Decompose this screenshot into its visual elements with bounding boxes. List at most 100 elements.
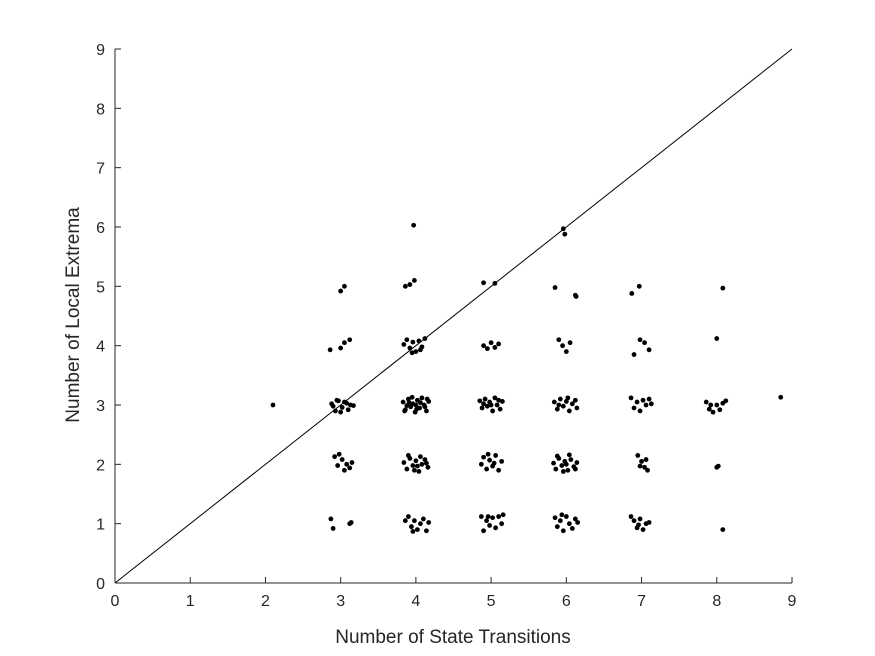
data-point <box>424 408 429 414</box>
data-point <box>424 396 430 402</box>
data-point <box>560 528 566 534</box>
data-point <box>566 452 572 458</box>
data-point <box>485 514 491 519</box>
data-point <box>418 454 423 460</box>
data-point <box>560 226 566 232</box>
data-point <box>404 337 410 343</box>
data-point <box>477 398 483 404</box>
y-tick-label: 5 <box>96 279 105 296</box>
data-point <box>500 512 506 518</box>
data-point <box>330 526 336 531</box>
data-point <box>402 408 408 414</box>
data-point <box>490 408 496 414</box>
data-point <box>405 396 411 402</box>
data-point <box>407 282 413 287</box>
data-point <box>401 460 407 465</box>
data-point <box>339 457 345 462</box>
data-point <box>703 399 709 405</box>
data-point <box>493 525 499 531</box>
data-point <box>639 458 644 464</box>
data-point <box>344 400 350 406</box>
data-point <box>404 466 410 472</box>
data-point <box>575 520 581 525</box>
y-axis-title: Number of Local Extrema <box>63 207 84 423</box>
data-point <box>710 409 716 415</box>
data-point <box>484 403 490 409</box>
data-point <box>347 465 353 471</box>
x-axis-title: Number of State Transitions <box>335 627 571 648</box>
data-point <box>567 340 573 346</box>
data-point <box>565 395 571 401</box>
data-point <box>342 340 347 346</box>
data-point <box>484 346 490 352</box>
data-point <box>481 528 486 534</box>
data-point <box>574 405 580 411</box>
x-tick-label: 2 <box>261 593 270 610</box>
data-point <box>411 518 417 524</box>
data-point <box>332 454 338 460</box>
data-point <box>349 460 355 465</box>
data-point <box>402 283 408 289</box>
data-point <box>637 463 643 469</box>
data-point <box>401 342 407 347</box>
data-point <box>551 460 556 466</box>
data-point <box>631 352 637 357</box>
data-point <box>556 402 562 408</box>
data-point <box>568 457 574 462</box>
data-point <box>552 285 558 290</box>
data-point <box>339 404 345 410</box>
data-point <box>488 340 494 346</box>
data-point <box>554 524 560 530</box>
data-point <box>347 337 353 343</box>
data-point <box>563 514 569 519</box>
data-point <box>715 463 721 469</box>
data-point <box>640 527 646 532</box>
data-point <box>717 407 723 413</box>
data-point <box>338 409 344 415</box>
data-point <box>643 402 649 408</box>
data-point <box>410 528 416 534</box>
data-point <box>409 350 415 356</box>
data-point <box>491 460 497 466</box>
data-point <box>344 461 350 467</box>
data-point <box>556 337 562 343</box>
data-point <box>560 469 566 474</box>
data-point <box>572 466 578 472</box>
data-point <box>496 514 502 519</box>
data-point <box>560 403 566 409</box>
data-point <box>569 526 575 531</box>
data-point <box>637 408 643 414</box>
data-point <box>496 341 502 347</box>
data-point <box>553 466 559 472</box>
data-point <box>569 401 575 407</box>
y-tick-label: 1 <box>96 517 105 534</box>
y-tick-label: 9 <box>96 42 105 59</box>
data-point <box>422 336 428 341</box>
y-tick-label: 6 <box>96 220 105 237</box>
data-point <box>706 406 712 412</box>
data-point <box>338 345 344 351</box>
data-point <box>478 461 484 467</box>
y-tick-label: 7 <box>96 161 105 178</box>
data-point <box>566 408 572 414</box>
data-point <box>424 460 429 466</box>
data-point <box>405 453 411 458</box>
data-point <box>714 402 720 408</box>
y-tick-label: 4 <box>96 339 105 356</box>
data-point <box>413 458 419 464</box>
data-point <box>720 527 726 532</box>
data-point <box>572 397 578 403</box>
data-point <box>648 401 654 407</box>
data-point <box>413 402 419 408</box>
x-tick-label: 8 <box>712 593 721 610</box>
data-point <box>494 402 500 408</box>
data-point <box>478 514 484 519</box>
data-point <box>559 512 565 518</box>
data-point <box>573 294 579 299</box>
data-point <box>574 460 580 465</box>
data-point <box>481 280 486 286</box>
data-point <box>557 518 563 524</box>
data-point <box>411 222 417 228</box>
data-point <box>635 453 641 458</box>
x-tick-label: 6 <box>562 593 571 610</box>
